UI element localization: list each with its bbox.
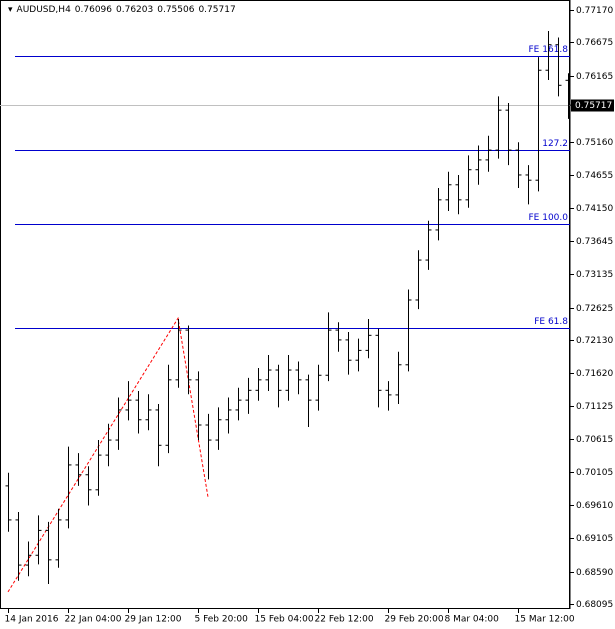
y-tick-label: 0.71620 — [576, 369, 613, 379]
current-price-label: 0.75717 — [575, 101, 612, 111]
header-high: 0.76203 — [116, 5, 154, 15]
x-tick-label: 5 Feb 20:00 — [195, 615, 249, 625]
y-tick-label: 0.70105 — [576, 468, 613, 478]
y-tick-label: 0.76165 — [576, 72, 613, 82]
x-tick-label: 15 Feb 04:00 — [255, 615, 314, 625]
current-price-box — [571, 99, 614, 112]
x-tick-label: 29 Jan 12:00 — [125, 615, 182, 625]
y-tick-label: 0.74655 — [576, 171, 613, 181]
x-tick-label: 15 Mar 12:00 — [515, 615, 575, 625]
y-tick-label: 0.75160 — [576, 138, 613, 148]
y-tick-label: 0.76675 — [576, 38, 613, 48]
x-tick-label: 22 Feb 12:00 — [315, 615, 374, 625]
x-tick-label: 29 Feb 20:00 — [385, 615, 444, 625]
y-tick-label: 0.68095 — [576, 600, 613, 610]
fibo-label: FE 61.8 — [534, 317, 568, 327]
chart-header: ▾ AUDUSD,H4 0.76096 0.76203 0.75506 0.75717 — [8, 5, 240, 15]
x-tick-label: 8 Mar 04:00 — [445, 615, 500, 625]
y-tick-label: 0.72625 — [576, 304, 613, 314]
y-tick-label: 0.74150 — [576, 204, 613, 214]
y-tick-label: 0.71125 — [576, 402, 613, 412]
y-tick-label: 0.69105 — [576, 534, 613, 544]
header-open: 0.76096 — [74, 5, 113, 15]
x-tick-label: 22 Jan 04:00 — [65, 615, 122, 625]
y-tick-label: 0.73645 — [576, 237, 613, 247]
header-arrow: ▾ — [8, 5, 13, 15]
fibo-label: 127.2 — [542, 139, 568, 149]
y-tick-label: 0.77170 — [576, 6, 613, 16]
header-close: 0.75717 — [198, 5, 236, 15]
symbol: AUDUSD,H4 — [16, 5, 71, 15]
header-low: 0.75506 — [157, 5, 195, 15]
y-tick-label: 0.68590 — [576, 568, 613, 578]
plot-frame — [0, 0, 570, 609]
y-tick-label: 0.69610 — [576, 501, 613, 511]
y-tick-label: 0.73135 — [576, 270, 613, 280]
x-tick-label: 14 Jan 2016 — [5, 615, 59, 625]
y-tick-label: 0.72130 — [576, 336, 613, 346]
fibo-label: FE 100.0 — [529, 213, 569, 223]
y-tick-label: 0.70615 — [576, 435, 613, 445]
